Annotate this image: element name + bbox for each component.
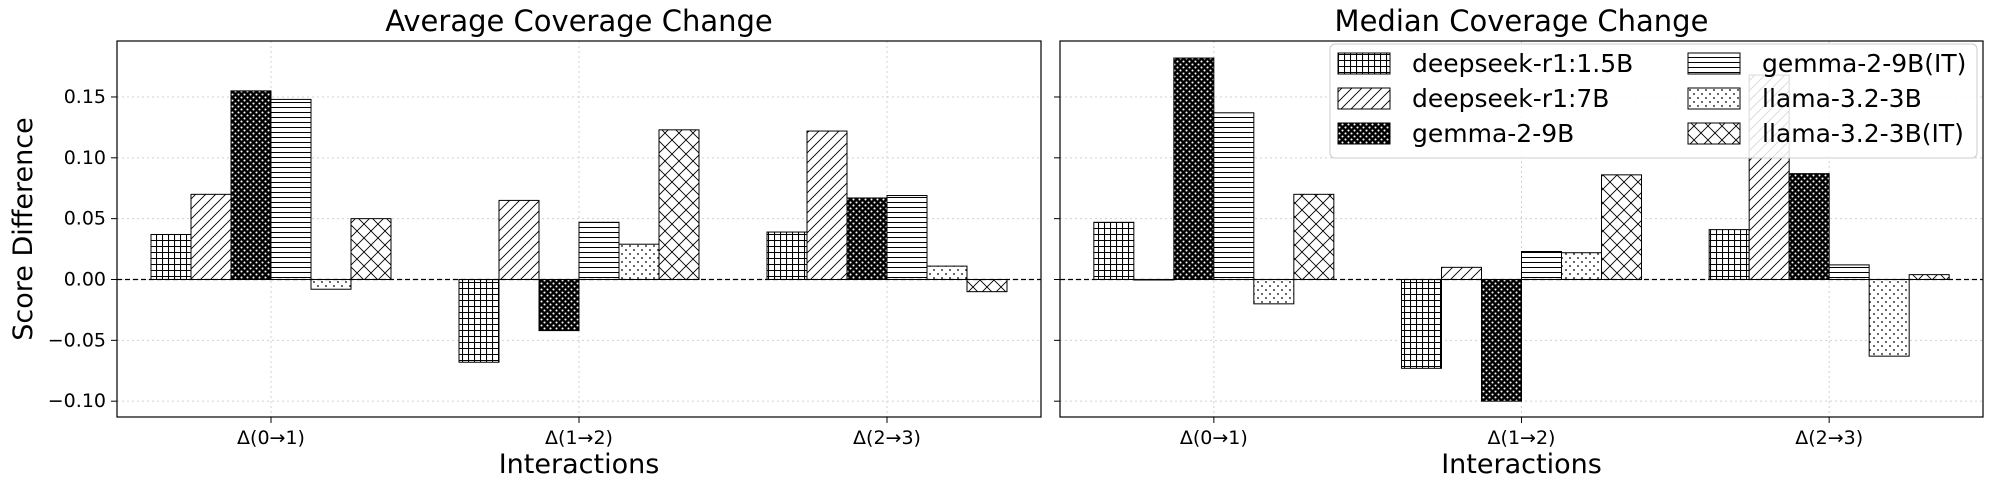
legend-label-llama-3-2-3b-it: llama-3.2-3B(IT) (1762, 119, 1964, 148)
bar-deepseek-r1-1-5b-1 (1093, 221, 1135, 280)
bar-gemma-2-9b-it-3 (886, 195, 928, 280)
bar-llama-3-2-3b-3 (926, 265, 968, 280)
bar-llama-3-2-3b-it-3 (1908, 274, 1950, 280)
y-tick-label: 0.00 (64, 268, 106, 290)
chart-title: Median Coverage Change (1335, 4, 1709, 38)
bar-llama-3-2-3b-it-1 (1293, 193, 1335, 280)
legend-swatch-deepseek-r1-7b (1337, 87, 1391, 110)
y-tick-label: 0.10 (64, 147, 106, 169)
bar-llama-3-2-3b-it-1 (350, 218, 392, 280)
y-tick-label: 0.15 (64, 86, 106, 108)
legend-swatch-gemma-2-9b-it (1687, 52, 1741, 75)
x-tick-label: Δ(0→1) (1180, 427, 1248, 449)
legend-label-deepseek-r1-7b: deepseek-r1:7B (1412, 84, 1609, 113)
bar-gemma-2-9b-3 (846, 197, 888, 280)
x-tick-label: Δ(2→3) (853, 427, 921, 449)
bar-gemma-2-9b-it-2 (578, 221, 620, 280)
x-tick-label: Δ(2→3) (1795, 427, 1863, 449)
bar-deepseek-r1-7b-2 (1441, 266, 1482, 280)
bar-gemma-2-9b-it-1 (270, 98, 312, 280)
bar-deepseek-r1-7b-3 (806, 130, 848, 280)
y-tick-label: 0.05 (64, 208, 106, 230)
x-tick-label: Δ(1→2) (545, 427, 613, 449)
bar-deepseek-r1-7b-1 (190, 193, 232, 280)
bar-deepseek-r1-1-5b-1 (150, 233, 192, 280)
y-tick-label: −0.10 (48, 390, 106, 412)
x-axis-label: Interactions (499, 449, 660, 480)
x-tick-label: Δ(0→1) (237, 427, 305, 449)
bar-llama-3-2-3b-1 (1253, 278, 1295, 305)
bar-gemma-2-9b-1 (1173, 57, 1215, 280)
legend-label-deepseek-r1-1-5b: deepseek-r1:1.5B (1412, 49, 1633, 78)
bar-gemma-2-9b-it-2 (1521, 251, 1562, 280)
bar-gemma-2-9b-2 (538, 278, 580, 332)
bar-deepseek-r1-1-5b-3 (766, 231, 808, 280)
bar-gemma-2-9b-it-3 (1828, 264, 1870, 280)
legend-label-gemma-2-9b-it: gemma-2-9B(IT) (1762, 49, 1966, 78)
legend-swatch-deepseek-r1-1-5b (1337, 52, 1391, 75)
bar-deepseek-r1-7b-2 (498, 199, 540, 280)
bar-llama-3-2-3b-1 (310, 278, 352, 290)
legend-label-llama-3-2-3b: llama-3.2-3B (1762, 84, 1922, 113)
bar-llama-3-2-3b-3 (1868, 278, 1910, 357)
left-chart-panel: 0.15 0.10 0.05 0.00 −0.05 −0.10 Δ(0→1) Δ(1→2) Δ(… (8, 4, 1042, 480)
bar-llama-3-2-3b-2 (1561, 252, 1602, 280)
bar-deepseek-r1-1-5b-2 (458, 278, 500, 363)
legend-swatch-gemma-2-9b (1337, 122, 1391, 145)
bar-gemma-2-9b-2 (1481, 278, 1522, 402)
chart-title: Average Coverage Change (385, 4, 773, 38)
bar-llama-3-2-3b-2 (618, 243, 660, 280)
bar-gemma-2-9b-3 (1788, 173, 1830, 280)
bar-gemma-2-9b-1 (230, 90, 272, 280)
right-chart-panel: Δ(0→1) Δ(1→2) Δ(2→3) Median Coverage Change… (1054, 4, 1984, 480)
y-axis-label: Score Difference (8, 117, 39, 340)
bar-deepseek-r1-1-5b-3 (1708, 229, 1750, 280)
legend: deepseek-r1:1.5B deepseek-r1:7B gemma-2-9B… (1329, 43, 1978, 159)
bar-deepseek-r1-1-5b-2 (1401, 278, 1442, 369)
legend-swatch-llama-3-2-3b (1687, 87, 1741, 110)
y-tick-label: −0.05 (48, 329, 106, 351)
bar-llama-3-2-3b-it-2 (658, 129, 700, 280)
x-axis-label: Interactions (1441, 449, 1602, 480)
bar-llama-3-2-3b-it-2 (1601, 174, 1642, 280)
bar-gemma-2-9b-it-1 (1213, 112, 1255, 280)
bar-llama-3-2-3b-it-3 (966, 278, 1008, 293)
legend-box (1329, 43, 1978, 159)
legend-label-gemma-2-9b: gemma-2-9B (1412, 119, 1574, 148)
x-tick-label: Δ(1→2) (1488, 427, 1556, 449)
legend-swatch-llama-3-2-3b-it (1687, 122, 1741, 145)
